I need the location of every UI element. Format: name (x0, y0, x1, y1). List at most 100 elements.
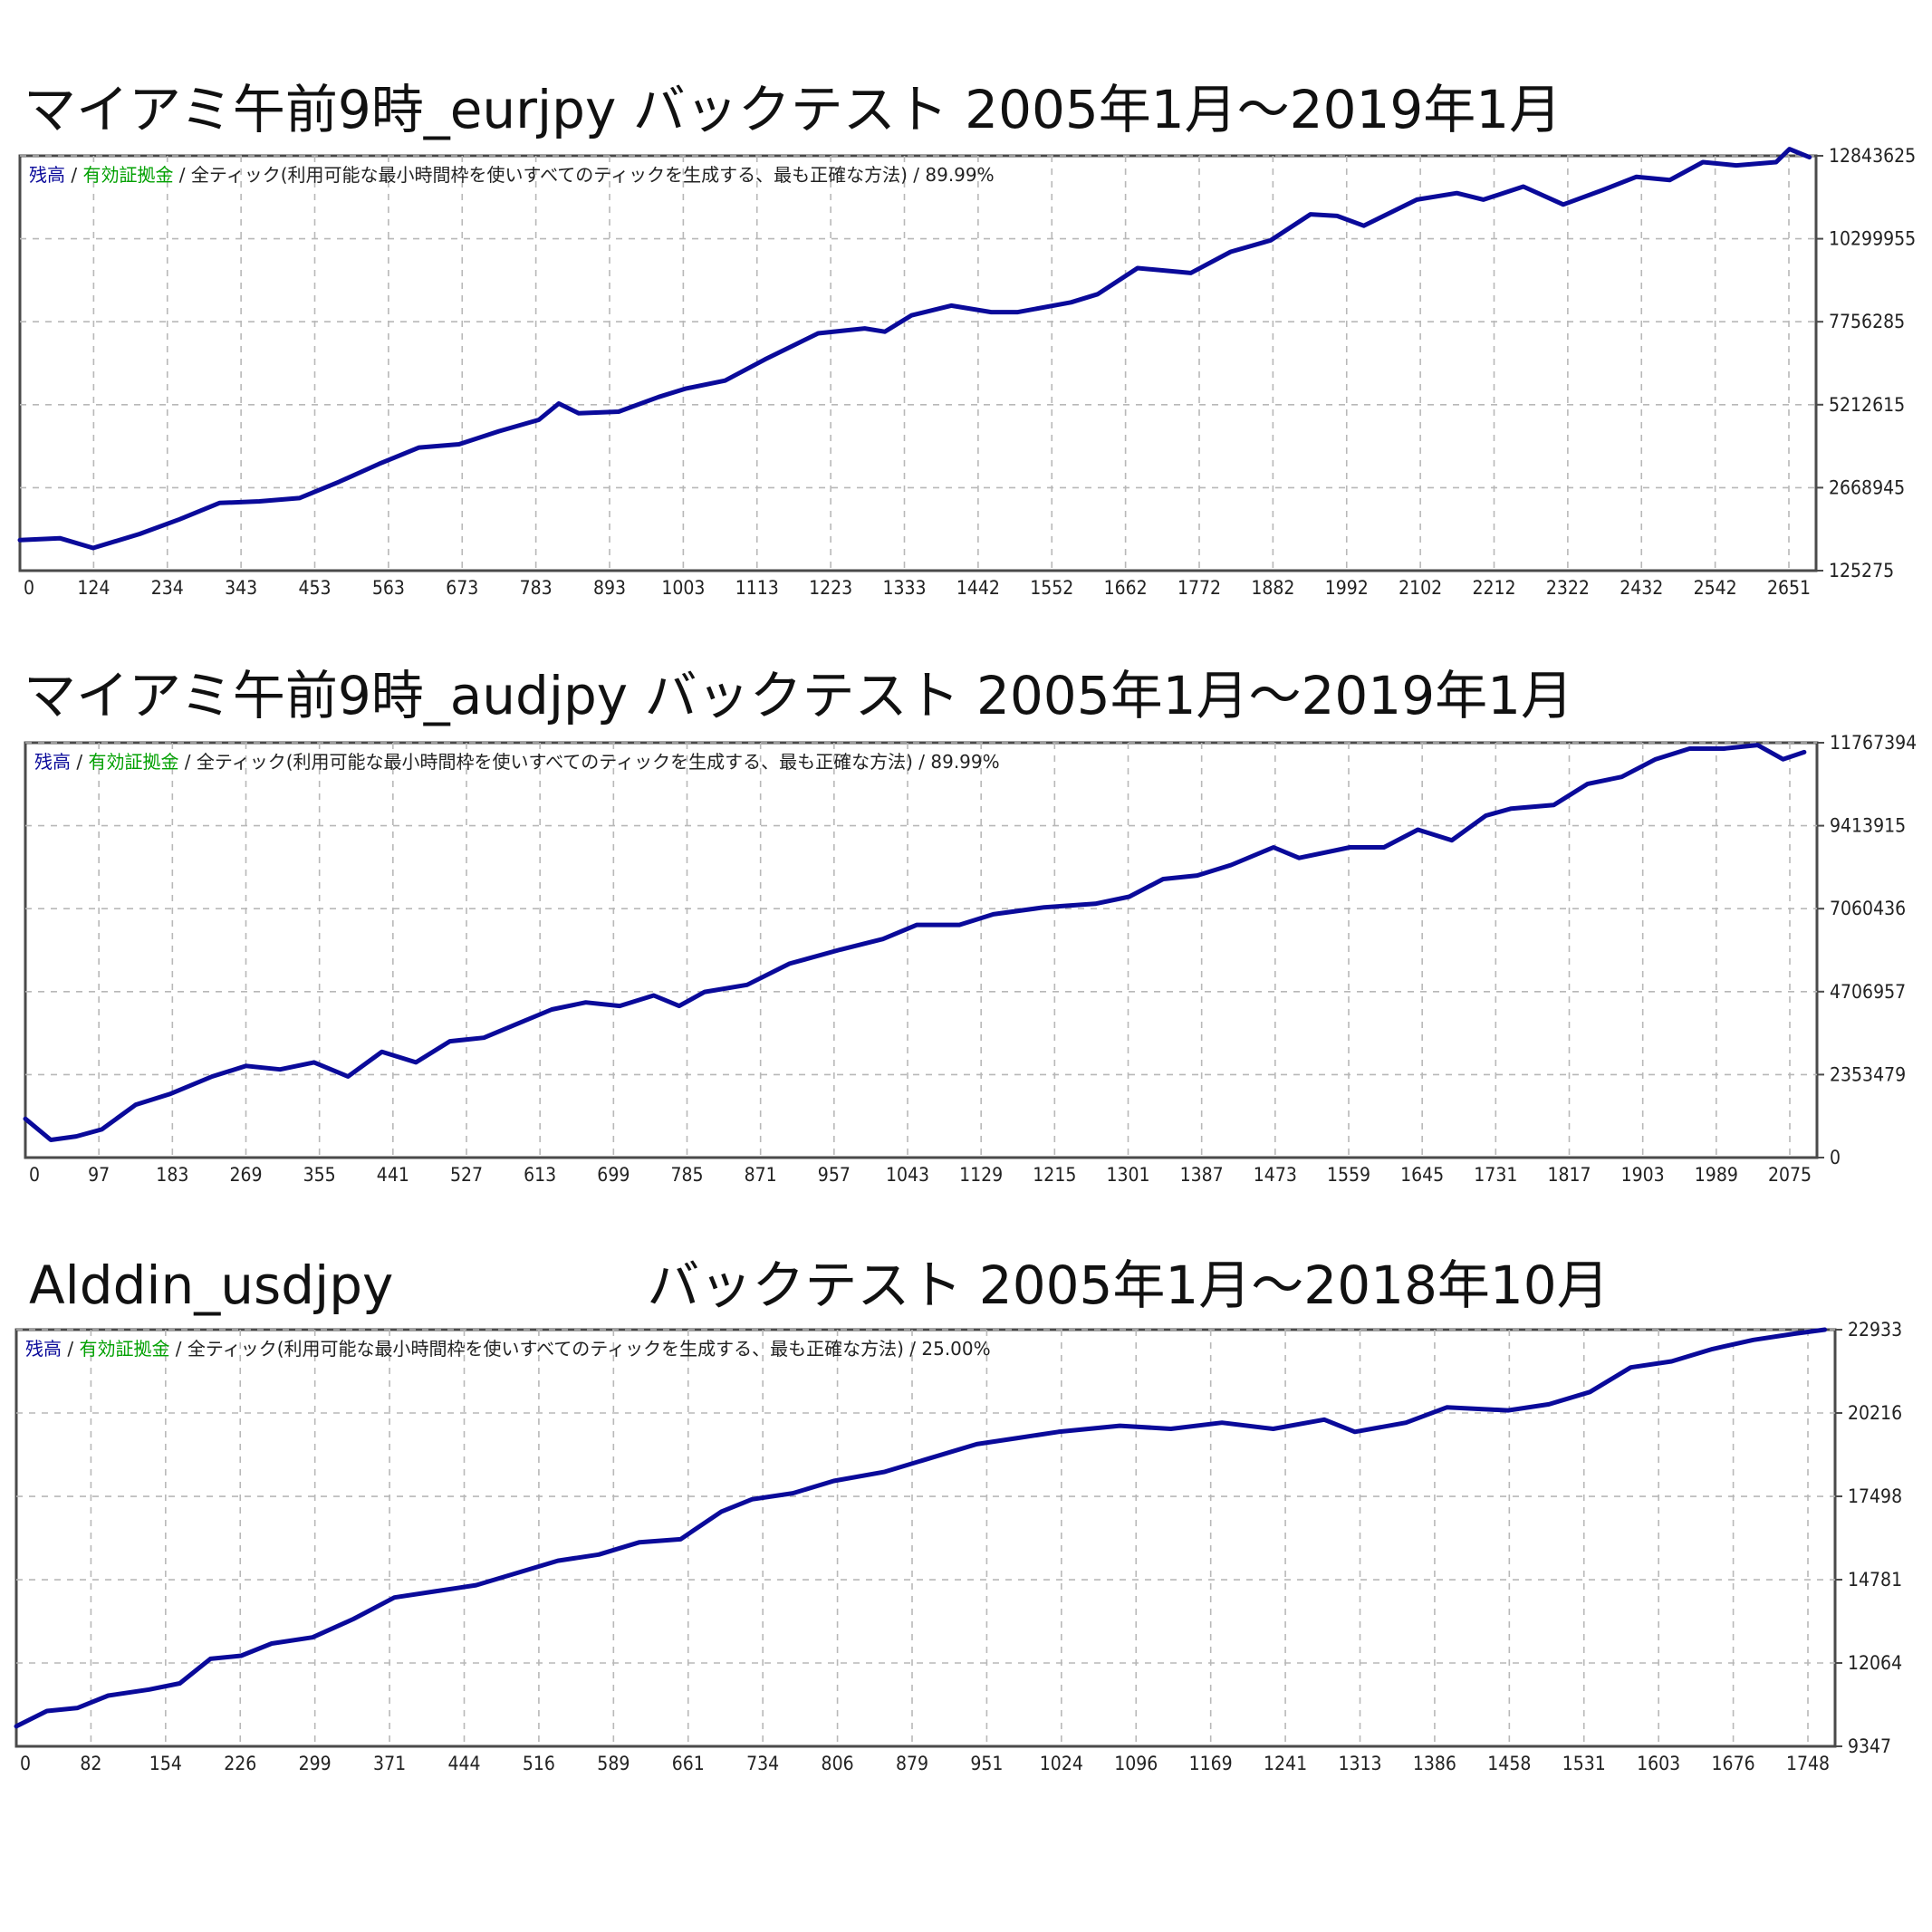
y-tick-label: 9347 (1848, 1735, 1891, 1757)
x-tick-label: 1559 (1327, 1164, 1370, 1186)
x-tick-label: 441 (377, 1164, 409, 1186)
legend: 残高 / 有効証拠金 / 全ティック(利用可能な最小時間枠を使いすべてのティック… (29, 164, 995, 186)
x-tick-label: 1169 (1189, 1753, 1233, 1774)
x-tick-label: 1223 (809, 577, 852, 599)
x-tick-label: 0 (20, 1753, 31, 1774)
x-tick-label: 269 (229, 1164, 262, 1186)
legend-separator: / (178, 751, 196, 773)
x-tick-label: 355 (303, 1164, 336, 1186)
x-tick-label: 97 (88, 1164, 110, 1186)
x-tick-label: 1333 (882, 577, 926, 599)
x-tick-label: 183 (156, 1164, 188, 1186)
x-tick-label: 516 (523, 1753, 555, 1774)
x-tick-label: 661 (672, 1753, 705, 1774)
x-tick-label: 1024 (1040, 1753, 1083, 1774)
x-tick-label: 1113 (735, 577, 779, 599)
x-tick-label: 783 (520, 577, 553, 599)
x-tick-label: 453 (298, 577, 331, 599)
x-tick-label: 154 (149, 1753, 182, 1774)
y-tick-label: 4706957 (1830, 981, 1906, 1003)
x-tick-label: 527 (450, 1164, 483, 1186)
x-tick-label: 1215 (1033, 1164, 1076, 1186)
chart-title-left: マイアミ午前9時_audjpy (24, 665, 629, 726)
x-tick-label: 234 (151, 577, 184, 599)
x-tick-label: 1003 (661, 577, 705, 599)
x-tick-label: 124 (77, 577, 110, 599)
y-tick-label: 2353479 (1830, 1063, 1906, 1085)
balance-series-line (14, 1327, 1828, 1729)
x-tick-label: 371 (373, 1753, 406, 1774)
x-tick-label: 1386 (1413, 1753, 1456, 1774)
legend-equity: 有効証拠金 (79, 1338, 169, 1360)
chart-audjpy: 0 97 183 269 355 441 527 613 699 785 871 957 1043 112… (23, 732, 1917, 1186)
x-tick-label: 82 (80, 1753, 101, 1774)
legend-model: 全ティック(利用可能な最小時間枠を使いすべてのティックを生成する、最も正確な方法… (197, 751, 913, 773)
legend-equity: 有効証拠金 (82, 164, 173, 186)
legend-quality: 89.99% (930, 751, 999, 773)
legend-model: 全ティック(利用可能な最小時間枠を使いすべてのティックを生成する、最も正確な方法… (191, 164, 908, 186)
y-tick-label: 20216 (1848, 1402, 1902, 1424)
x-tick-label: 785 (670, 1164, 703, 1186)
x-tick-label: 563 (372, 577, 405, 599)
x-tick-label: 1989 (1695, 1164, 1738, 1186)
y-tick-label: 22933 (1848, 1319, 1902, 1341)
x-tick-label: 2432 (1620, 577, 1663, 599)
plot-area (14, 1328, 1837, 1748)
chart-title-eurjpy: マイアミ午前9時_eurjpy バックテスト 2005年1月～2019年1月 (24, 80, 1562, 139)
chart-title-left: Alddin_usdjpy (29, 1254, 394, 1316)
legend-model: 全ティック(利用可能な最小時間枠を使いすべてのティックを生成する、最も正確な方法… (187, 1338, 904, 1360)
x-tick-label: 1531 (1562, 1753, 1606, 1774)
x-tick-label: 1645 (1400, 1164, 1444, 1186)
chart-title-left: マイアミ午前9時_eurjpy (24, 79, 617, 140)
x-tick-label: 673 (446, 577, 478, 599)
x-tick-label: 1731 (1474, 1164, 1517, 1186)
x-tick-label: 1301 (1106, 1164, 1149, 1186)
x-tick-label: 1552 (1030, 577, 1073, 599)
x-tick-label: 1043 (886, 1164, 929, 1186)
x-tick-label: 1473 (1254, 1164, 1297, 1186)
chart-usdjpy: 0 82 154 226 299 371 444 516 589 661 734 806 879 951 1… (14, 1319, 1902, 1774)
y-tick-label: 10299955 (1829, 228, 1916, 250)
chart-title-right: バックテスト 2005年1月～2018年10月 (647, 1254, 1610, 1316)
legend-quality: 25.00% (921, 1338, 990, 1360)
x-tick-label: 1129 (959, 1164, 1003, 1186)
balance-series-line (23, 743, 1807, 1142)
x-tick-label: 1676 (1712, 1753, 1755, 1774)
plot-area (24, 741, 1819, 1159)
y-tick-label: 11767394 (1830, 732, 1917, 754)
x-tick-label: 1458 (1487, 1753, 1531, 1774)
legend: 残高 / 有効証拠金 / 全ティック(利用可能な最小時間枠を使いすべてのティック… (25, 1338, 991, 1360)
legend-equity: 有効証拠金 (88, 751, 178, 773)
x-tick-label: 806 (822, 1753, 854, 1774)
x-tick-label: 1096 (1114, 1753, 1158, 1774)
x-tick-label: 1882 (1251, 577, 1294, 599)
x-tick-label: 1772 (1177, 577, 1221, 599)
y-tick-label: 2668945 (1829, 476, 1905, 498)
y-tick-label: 14781 (1848, 1569, 1902, 1591)
x-tick-label: 1992 (1325, 577, 1369, 599)
legend-balance: 残高 (34, 751, 71, 773)
x-tick-label: 879 (896, 1753, 928, 1774)
x-tick-label: 957 (818, 1164, 851, 1186)
x-tick-label: 589 (597, 1753, 630, 1774)
legend-separator: / (913, 751, 930, 773)
x-tick-label: 1748 (1786, 1753, 1830, 1774)
legend: 残高 / 有効証拠金 / 全ティック(利用可能な最小時間枠を使いすべてのティック… (34, 751, 1000, 773)
x-tick-label: 1603 (1637, 1753, 1680, 1774)
x-tick-label: 444 (447, 1753, 480, 1774)
x-tick-label: 1313 (1338, 1753, 1381, 1774)
x-tick-label: 1817 (1547, 1164, 1591, 1186)
x-tick-label: 0 (24, 577, 34, 599)
x-tick-label: 2212 (1472, 577, 1515, 599)
x-tick-label: 699 (597, 1164, 630, 1186)
x-tick-label: 613 (524, 1164, 556, 1186)
x-tick-label: 1662 (1104, 577, 1148, 599)
y-tick-label: 12064 (1848, 1652, 1902, 1674)
x-tick-label: 2322 (1546, 577, 1590, 599)
y-tick-label: 12843625 (1829, 145, 1916, 167)
y-tick-label: 17498 (1848, 1485, 1902, 1507)
y-tick-label: 7060436 (1830, 898, 1906, 919)
y-tick-label: 125275 (1829, 560, 1894, 582)
x-tick-label: 1241 (1264, 1753, 1307, 1774)
legend-quality: 89.99% (925, 164, 994, 186)
